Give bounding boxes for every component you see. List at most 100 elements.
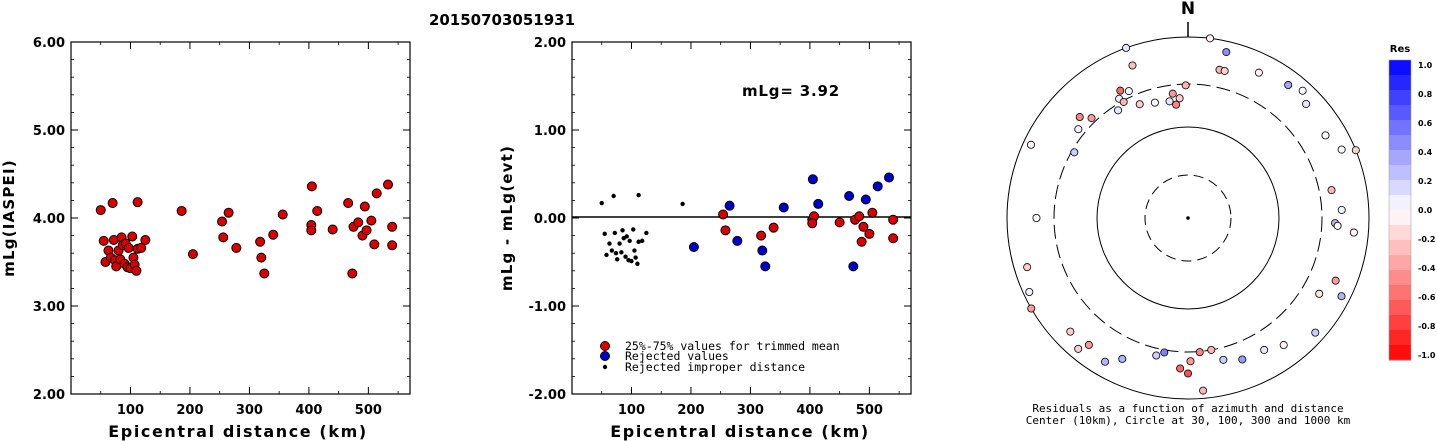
improper-distance-point [624,234,629,239]
middle-y-tick-label: -1.00 [529,300,566,315]
station-magnitude-point [371,188,382,199]
station-magnitude-point [132,197,143,208]
improper-distance-point [611,193,616,199]
middle-panel: 2.00 1.00 0.00 -1.00 -2.00 100 200 300 400 500 m… [498,36,912,441]
azimuth-residual-point [1122,43,1131,52]
station-magnitude-point [366,215,377,226]
colorbar: Res 1.0 0.8 0.6 0.4 0.2 0.0 -0.2 -0.4 -0.6 -0.8 -1… [1388,44,1436,361]
station-magnitude-point [343,198,354,209]
left-x-tick-label: 200 [176,403,203,418]
station-magnitude-point [255,236,266,247]
azimuth-residual-point [1337,205,1346,214]
trimmed-residual-point [834,217,845,228]
azimuth-residual-point [1087,114,1096,123]
improper-distance-point [629,258,634,264]
trimmed-residual-point [807,218,818,229]
ring-30km [1144,174,1232,262]
azimuth-residual-point [1321,131,1330,140]
improper-distance-point [627,238,632,244]
improper-distance-point [617,241,622,246]
colorbar-tick-label: -0.6 [1418,293,1436,302]
azimuth-residual-point [1331,276,1340,285]
trimmed-residual-point [854,211,865,222]
station-magnitude-point [123,242,134,253]
middle-tick-marks [572,41,911,395]
azimuth-residual-point [1084,340,1093,349]
azimuth-residual-point [1135,100,1144,109]
azimuth-residual-point [1207,345,1216,354]
rejected-residual-point [732,235,743,246]
legend-marker-trimmed [600,341,610,351]
middle-y-axis-label: mLg - mLg(evt) [498,145,516,291]
station-magnitude-point [131,265,142,276]
middle-y-tick-label: 0.00 [534,212,566,227]
colorbar-cell [1389,225,1411,241]
azimuth-residual-point [1222,48,1231,57]
left-x-axis-label: Epicentral distance (km) [108,422,368,441]
colorbar-tick-label: 0.6 [1418,119,1433,128]
azimuth-residual-point [1199,386,1208,395]
colorbar-tick-label: 0.4 [1418,148,1433,157]
azimuth-residual-point [1026,140,1035,149]
azimuth-residual-point [1337,145,1346,154]
trimmed-residual-point [856,236,867,247]
azimuth-residual-point [1195,348,1204,357]
left-x-tick-label: 300 [236,403,263,418]
left-y-tick-labels: 2.00 3.00 4.00 5.00 6.00 [33,36,65,403]
station-magnitude-point [127,231,138,242]
middle-y-tick-label: -2.00 [529,388,566,403]
rejected-residual-point [883,172,894,183]
improper-distance-point [602,231,607,237]
trimmed-residual-point [720,225,731,236]
improper-distance-point [607,241,612,246]
rejected-residual-point [848,261,859,272]
improper-distance-point [644,230,649,236]
improper-distance-point [636,239,641,244]
event-title: 20150703051931 [429,11,575,29]
azimuth-residual-point [1260,345,1269,354]
azimuth-residual-point [1165,97,1174,106]
azimuth-residual-point [1168,89,1177,98]
azimuth-residual-point [1298,86,1307,95]
trimmed-residual-point [718,209,729,220]
station-magnitude-point [136,242,147,253]
station-magnitude-point [387,221,398,232]
trimmed-residual-point [756,230,767,241]
colorbar-cells [1389,60,1411,361]
left-y-tick-label: 2.00 [33,388,65,403]
azimuth-residual-point [1101,357,1110,366]
middle-y-tick-label: 2.00 [534,36,566,51]
colorbar-cell [1389,240,1411,256]
rejected-residual-point [844,191,855,201]
azimuth-residual-point [1116,86,1125,95]
rejected-residual-point [778,202,789,213]
colorbar-cell [1389,345,1411,361]
azimuth-residual-point [1302,99,1311,108]
rejected-residual-point [872,181,883,192]
colorbar-cell [1389,150,1411,166]
azimuth-residual-point [1279,341,1288,350]
station-magnitude-point [359,201,370,212]
azimuth-residual-point [1075,113,1084,122]
rejected-residual-point [724,200,735,211]
improper-distance-point [620,228,625,233]
station-magnitude-point [312,205,323,216]
left-x-tick-label: 100 [117,403,144,418]
colorbar-cell [1389,90,1411,106]
rejected-residual-point [757,245,768,256]
middle-x-tick-label: 500 [856,403,883,418]
station-magnitude-point [218,232,229,243]
trimmed-residual-point [888,233,899,244]
colorbar-tick-label: 0.8 [1418,90,1433,99]
improper-distance-point [633,255,638,260]
azimuth-residual-point [1128,61,1137,70]
station-magnitude-point [268,229,279,240]
improper-distance-point [635,261,640,266]
improper-distance-point [636,192,641,198]
colorbar-cell [1389,135,1411,151]
left-tick-marks [71,41,410,395]
colorbar-tick-labels: 1.0 0.8 0.6 0.4 0.2 0.0 -0.2 -0.4 -0.6 -0.8 -1.0 [1418,61,1436,360]
station-magnitude-point [353,217,364,228]
left-x-tick-label: 400 [295,403,322,418]
